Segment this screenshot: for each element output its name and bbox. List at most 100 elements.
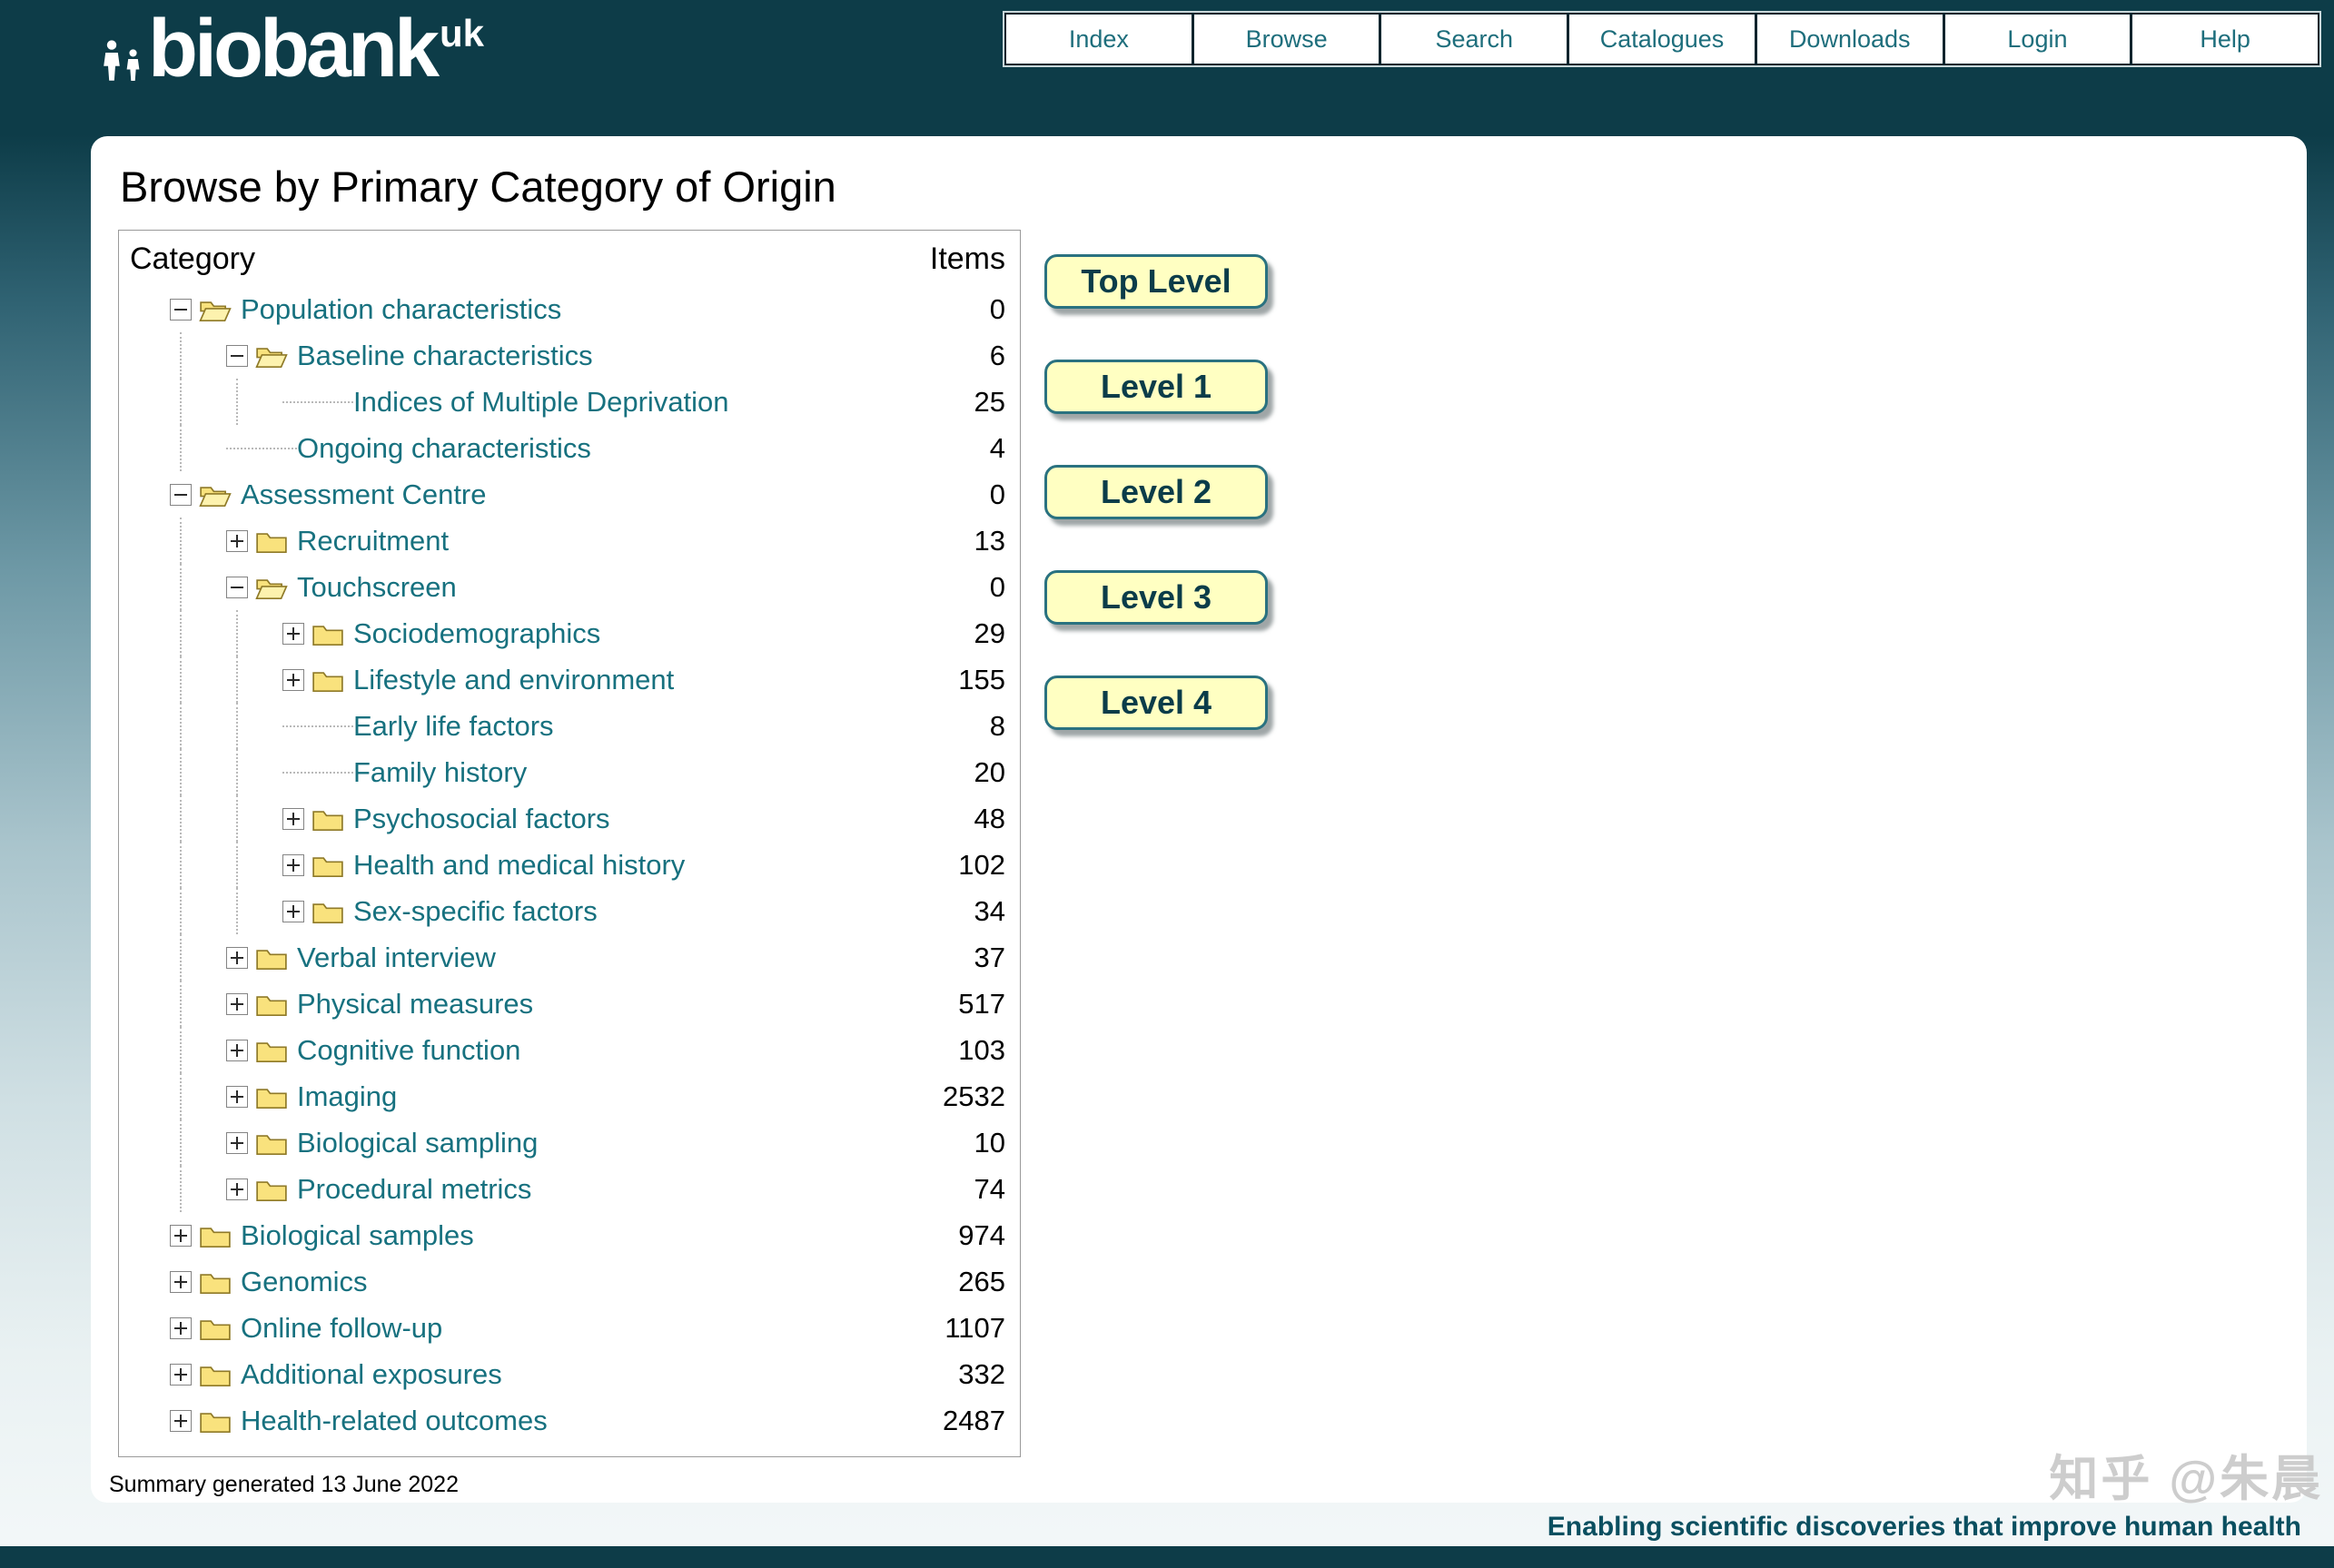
tree-row-biological-samples: Biological samples 974 xyxy=(119,1212,1020,1258)
tree-row-genomics: Genomics 265 xyxy=(119,1258,1020,1305)
expand-plus-icon[interactable] xyxy=(282,622,304,645)
category-link[interactable]: Cognitive function xyxy=(297,1033,521,1066)
bottom-bar xyxy=(0,1546,2334,1568)
nav-item-search[interactable]: Search xyxy=(1381,15,1568,64)
category-link[interactable]: Indices of Multiple Deprivation xyxy=(353,385,729,418)
expand-plus-icon[interactable] xyxy=(282,900,304,922)
category-link[interactable]: Population characteristics xyxy=(241,292,562,325)
page-title: Browse by Primary Category of Origin xyxy=(120,163,836,211)
category-link[interactable]: Early life factors xyxy=(353,709,554,742)
expand-plus-icon[interactable] xyxy=(226,1039,248,1061)
collapse-minus-icon[interactable] xyxy=(170,483,192,506)
tree-row-imaging: Imaging 2532 xyxy=(119,1073,1020,1119)
category-link[interactable]: Online follow-up xyxy=(241,1311,443,1344)
main-panel: Browse by Primary Category of Origin Cat… xyxy=(91,136,2307,1503)
category-link[interactable]: Family history xyxy=(353,755,528,788)
category-tree: Population characteristics 0 Baseline char… xyxy=(119,286,1020,1444)
item-count: 103 xyxy=(958,1033,1005,1066)
category-link[interactable]: Verbal interview xyxy=(297,941,496,973)
category-link[interactable]: Procedural metrics xyxy=(297,1172,532,1205)
category-link[interactable]: Additional exposures xyxy=(241,1357,502,1390)
summary-text: Summary generated 13 June 2022 xyxy=(109,1472,459,1497)
category-link[interactable]: Biological sampling xyxy=(297,1126,539,1159)
folder-closed-icon xyxy=(255,1083,288,1110)
expand-plus-icon[interactable] xyxy=(226,946,248,969)
folder-closed-icon xyxy=(312,852,344,879)
expand-plus-icon[interactable] xyxy=(170,1363,192,1386)
tree-guide-line xyxy=(226,749,282,795)
expand-plus-icon[interactable] xyxy=(226,1178,248,1200)
expand-plus-icon[interactable] xyxy=(226,1131,248,1154)
tree-row-health-related-outcomes: Health-related outcomes 2487 xyxy=(119,1397,1020,1444)
nav-item-login[interactable]: Login xyxy=(1944,15,2131,64)
folder-closed-icon xyxy=(199,1268,232,1296)
item-count: 10 xyxy=(974,1126,1005,1159)
category-link[interactable]: Psychosocial factors xyxy=(353,802,610,834)
category-link[interactable]: Assessment Centre xyxy=(241,478,487,510)
tree-row-assessment-centre: Assessment Centre 0 xyxy=(119,471,1020,518)
biobank-logo[interactable]: biobank uk xyxy=(102,8,484,90)
tree-guide-line xyxy=(170,1073,226,1119)
expand-plus-icon[interactable] xyxy=(282,668,304,691)
category-link[interactable]: Lifestyle and environment xyxy=(353,663,675,695)
level-1-button[interactable]: Level 1 xyxy=(1044,360,1268,414)
collapse-minus-icon[interactable] xyxy=(170,298,192,321)
category-link[interactable]: Sociodemographics xyxy=(353,616,601,649)
folder-closed-icon xyxy=(312,620,344,647)
expand-plus-icon[interactable] xyxy=(226,992,248,1015)
item-count: 74 xyxy=(974,1172,1005,1205)
item-count: 4 xyxy=(989,431,1005,464)
nav-item-catalogues[interactable]: Catalogues xyxy=(1569,15,1755,64)
collapse-minus-icon[interactable] xyxy=(226,344,248,367)
tree-row-lifestyle-and-environment: Lifestyle and environment 155 xyxy=(119,656,1020,703)
tree-row-sociodemographics: Sociodemographics 29 xyxy=(119,610,1020,656)
tree-row-psychosocial-factors: Psychosocial factors 48 xyxy=(119,795,1020,842)
category-link[interactable]: Genomics xyxy=(241,1265,368,1297)
level-4-button[interactable]: Level 4 xyxy=(1044,676,1268,730)
category-link[interactable]: Recruitment xyxy=(297,524,450,557)
collapse-minus-icon[interactable] xyxy=(226,576,248,598)
tree-guide-line xyxy=(170,888,226,934)
category-link[interactable]: Baseline characteristics xyxy=(297,339,593,371)
folder-closed-icon xyxy=(199,1315,232,1342)
category-link[interactable]: Health and medical history xyxy=(353,848,686,881)
top-level-button[interactable]: Top Level xyxy=(1044,254,1268,309)
nav-item-browse[interactable]: Browse xyxy=(1193,15,1380,64)
nav-item-downloads[interactable]: Downloads xyxy=(1756,15,1943,64)
tree-row-baseline-characteristics: Baseline characteristics 6 xyxy=(119,332,1020,379)
expand-plus-icon[interactable] xyxy=(170,1270,192,1293)
tree-row-population-characteristics: Population characteristics 0 xyxy=(119,286,1020,332)
tree-row-indices-of-multiple-deprivation: Indices of Multiple Deprivation 25 xyxy=(119,379,1020,425)
expand-plus-icon[interactable] xyxy=(170,1317,192,1339)
nav-item-index[interactable]: Index xyxy=(1006,15,1192,64)
expand-plus-icon[interactable] xyxy=(170,1409,192,1432)
category-link[interactable]: Touchscreen xyxy=(297,570,457,603)
expand-plus-icon[interactable] xyxy=(282,853,304,876)
tree-header: Category Items xyxy=(119,240,1020,286)
expand-plus-icon[interactable] xyxy=(282,807,304,830)
expand-plus-icon[interactable] xyxy=(170,1224,192,1247)
category-link[interactable]: Sex-specific factors xyxy=(353,894,598,927)
item-count: 0 xyxy=(989,478,1005,510)
category-link[interactable]: Biological samples xyxy=(241,1218,474,1251)
category-tree-box: Category Items Population characteristic… xyxy=(118,230,1021,1457)
tree-guide-line xyxy=(170,1166,226,1212)
level-3-button[interactable]: Level 3 xyxy=(1044,570,1268,625)
tree-guide-line xyxy=(226,379,282,425)
category-column-header: Category xyxy=(130,242,255,276)
item-count: 37 xyxy=(974,941,1005,973)
level-2-button[interactable]: Level 2 xyxy=(1044,465,1268,519)
footer-tagline: Enabling scientific discoveries that imp… xyxy=(1547,1512,2301,1542)
category-link[interactable]: Ongoing characteristics xyxy=(297,431,591,464)
expand-plus-icon[interactable] xyxy=(226,529,248,552)
tree-guide-line xyxy=(170,1027,226,1073)
expand-plus-icon[interactable] xyxy=(226,1085,248,1108)
folder-closed-icon xyxy=(255,1037,288,1064)
nav-item-help[interactable]: Help xyxy=(2132,15,2319,64)
category-link[interactable]: Physical measures xyxy=(297,987,534,1020)
item-count: 974 xyxy=(958,1218,1005,1251)
category-link[interactable]: Health-related outcomes xyxy=(241,1404,548,1436)
tree-row-additional-exposures: Additional exposures 332 xyxy=(119,1351,1020,1397)
watermark: 知乎 @朱晨 xyxy=(2049,1452,2323,1506)
category-link[interactable]: Imaging xyxy=(297,1080,398,1112)
